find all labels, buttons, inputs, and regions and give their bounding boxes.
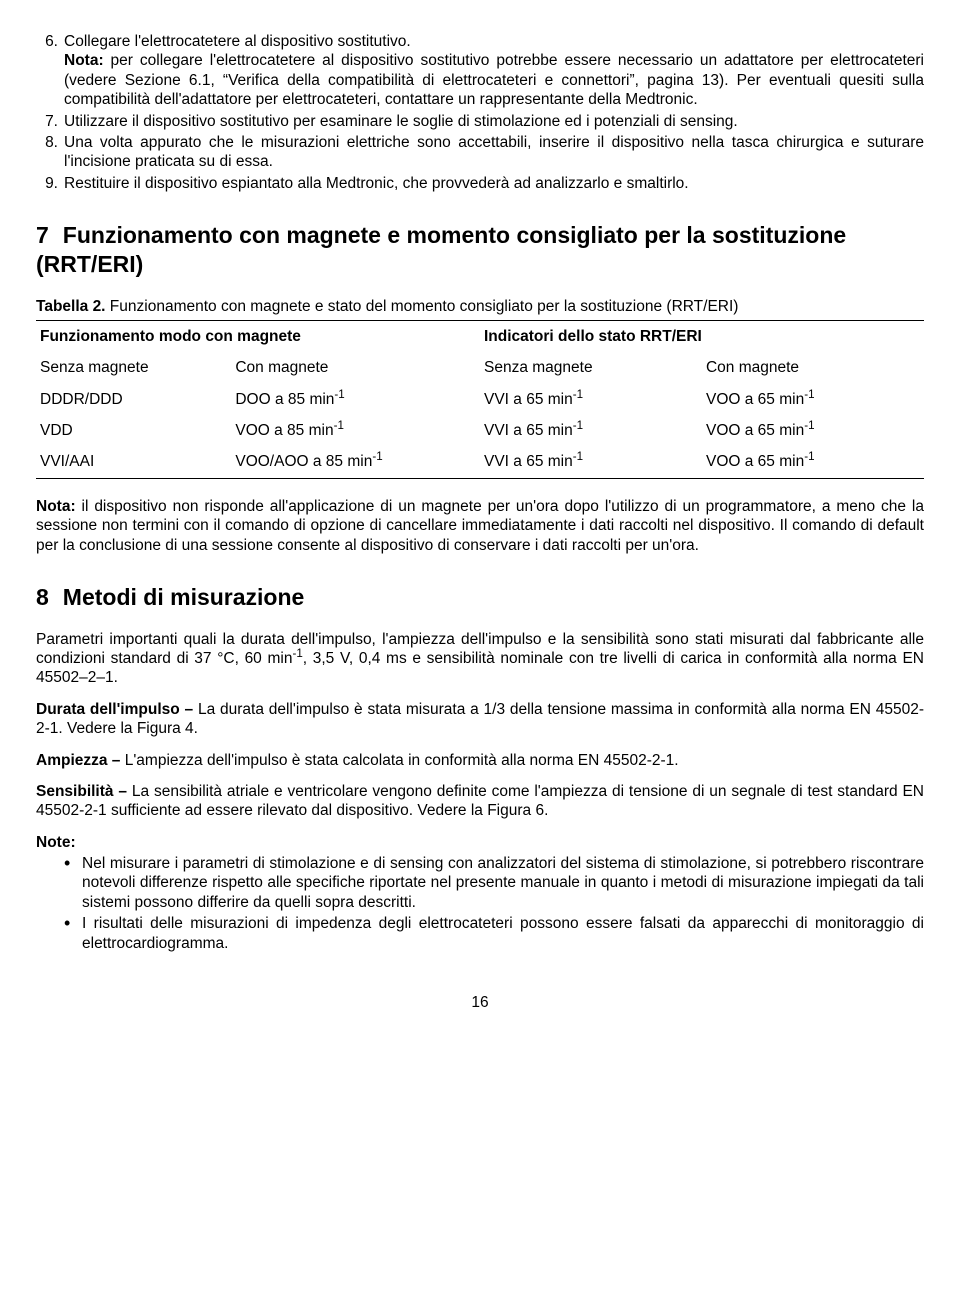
table-header-row-2: Senza magnete Con magnete Senza magnete … [36, 352, 924, 383]
para-durata: Durata dell'impulso – La durata dell'imp… [36, 700, 924, 739]
para-label: Ampiezza – [36, 752, 120, 769]
para-sensibilita: Sensibilità – La sensibilità atriale e v… [36, 782, 924, 821]
list-num: 6. [36, 32, 58, 51]
th-indicatori: Indicatori dello stato RRT/ERI [480, 320, 924, 352]
numbered-list: 6. Collegare l'elettrocatetere al dispos… [36, 32, 924, 193]
caption-label: Tabella 2. [36, 298, 106, 315]
cell: VOO a 65 min-1 [702, 446, 924, 478]
table-row: VDD VOO a 85 min-1 VVI a 65 min-1 VOO a … [36, 415, 924, 446]
section-title: Metodi di misurazione [63, 584, 305, 610]
note-block: Nota: per collegare l'elettrocatetere al… [64, 51, 924, 109]
note-text: il dispositivo non risponde all'applicaz… [36, 498, 924, 554]
section-title: Funzionamento con magnete e momento cons… [36, 222, 846, 277]
table-row: DDDR/DDD DOO a 85 min-1 VVI a 65 min-1 V… [36, 384, 924, 415]
list-text: Una volta appurato che le misurazioni el… [64, 134, 924, 170]
th-funzionamento: Funzionamento modo con magnete [36, 320, 480, 352]
cell: VVI a 65 min-1 [480, 384, 702, 415]
note-label: Nota: [36, 498, 76, 515]
table-2: Funzionamento modo con magnete Indicator… [36, 320, 924, 479]
th-senza-magnete: Senza magnete [36, 352, 231, 383]
list-num: 8. [36, 133, 58, 152]
cell: VOO/AOO a 85 min-1 [231, 446, 480, 478]
table-header-row-1: Funzionamento modo con magnete Indicator… [36, 320, 924, 352]
para-label: Sensibilità – [36, 783, 127, 800]
note-label: Nota: [64, 52, 104, 69]
th-senza-magnete-2: Senza magnete [480, 352, 702, 383]
page-number: 16 [36, 993, 924, 1012]
list-item-6: 6. Collegare l'elettrocatetere al dispos… [36, 32, 924, 110]
caption-text: Funzionamento con magnete e stato del mo… [106, 298, 739, 315]
section-8-heading: 8 Metodi di misurazione [36, 583, 924, 612]
para-text: La sensibilità atriale e ventricolare ve… [36, 783, 924, 819]
section-7-heading: 7Funzionamento con magnete e momento con… [36, 221, 924, 279]
note-text: per collegare l'elettrocatetere al dispo… [64, 52, 924, 108]
para-label: Durata dell'impulso – [36, 701, 193, 718]
para-text: L'ampiezza dell'impulso è stata calcolat… [120, 752, 678, 769]
cell: VOO a 65 min-1 [702, 384, 924, 415]
th-con-magnete: Con magnete [231, 352, 480, 383]
list-num: 7. [36, 112, 58, 131]
table-2-caption: Tabella 2. Funzionamento con magnete e s… [36, 297, 924, 316]
cell: VOO a 85 min-1 [231, 415, 480, 446]
section-number: 8 [36, 584, 49, 610]
list-num: 9. [36, 174, 58, 193]
para-intro: Parametri importanti quali la durata del… [36, 630, 924, 688]
list-item-9: 9. Restituire il dispositivo espiantato … [36, 174, 924, 193]
cell: VDD [36, 415, 231, 446]
list-text: Utilizzare il dispositivo sostitutivo pe… [64, 113, 738, 130]
cell: DDDR/DDD [36, 384, 231, 415]
cell: VVI/AAI [36, 446, 231, 478]
cell: VVI a 65 min-1 [480, 415, 702, 446]
bullet-item: Nel misurare i parametri di stimolazione… [64, 854, 924, 912]
list-text: Collegare l'elettrocatetere al dispositi… [64, 33, 411, 50]
bullet-item: I risultati delle misurazioni di impeden… [64, 914, 924, 953]
notes-list: Nel misurare i parametri di stimolazione… [64, 854, 924, 953]
para-ampiezza: Ampiezza – L'ampiezza dell'impulso è sta… [36, 751, 924, 770]
section-number: 7 [36, 222, 49, 248]
note-after-table: Nota: il dispositivo non risponde all'ap… [36, 497, 924, 555]
list-item-8: 8. Una volta appurato che le misurazioni… [36, 133, 924, 172]
th-con-magnete-2: Con magnete [702, 352, 924, 383]
list-text: Restituire il dispositivo espiantato all… [64, 175, 689, 192]
notes-heading: Note: [36, 833, 924, 852]
table-row: VVI/AAI VOO/AOO a 85 min-1 VVI a 65 min-… [36, 446, 924, 478]
cell: VOO a 65 min-1 [702, 415, 924, 446]
list-item-7: 7. Utilizzare il dispositivo sostitutivo… [36, 112, 924, 131]
cell: VVI a 65 min-1 [480, 446, 702, 478]
cell: DOO a 85 min-1 [231, 384, 480, 415]
